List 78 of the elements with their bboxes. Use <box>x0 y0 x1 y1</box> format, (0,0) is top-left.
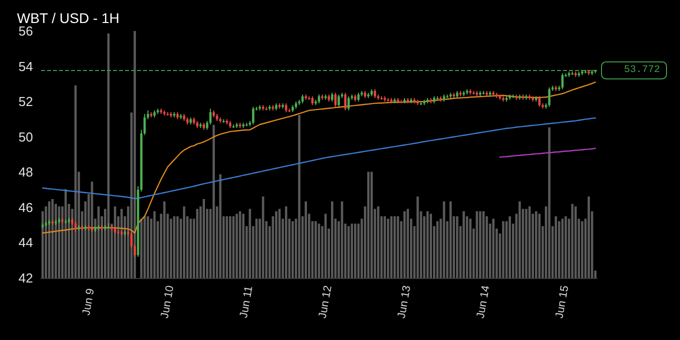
bar <box>390 216 393 278</box>
bar <box>534 211 538 278</box>
line-series <box>499 148 596 158</box>
bar <box>354 224 356 278</box>
bar <box>525 208 528 278</box>
candlestick <box>548 86 550 108</box>
bar <box>196 208 198 278</box>
bar <box>430 214 432 278</box>
y-tick-label: 54 <box>18 58 33 74</box>
bar <box>226 216 228 278</box>
bar <box>292 221 294 278</box>
bar <box>581 221 584 278</box>
bar <box>367 172 370 278</box>
bar <box>212 124 215 278</box>
bar <box>492 218 495 278</box>
y-tick-label: 42 <box>18 270 33 286</box>
bar <box>469 218 472 278</box>
y-tick-label: 48 <box>18 164 33 180</box>
bar <box>574 206 577 278</box>
bar <box>173 216 176 278</box>
x-tick-label: Jun 9 <box>80 288 97 316</box>
x-tick-label: Jun 13 <box>396 284 414 320</box>
y-tick-label: 46 <box>18 200 33 215</box>
bar <box>502 221 504 278</box>
y-tick-label: 50 <box>18 129 33 144</box>
line-series <box>42 117 596 200</box>
bar <box>564 216 567 278</box>
bar <box>377 206 380 278</box>
chart-title: WBT / USD - 1H <box>17 10 120 26</box>
x-tick-label: Jun 15 <box>554 284 572 320</box>
bar <box>548 127 550 278</box>
bar <box>554 216 558 278</box>
bar <box>163 201 166 278</box>
bar <box>456 216 458 278</box>
bar <box>347 226 350 278</box>
candlestick <box>344 92 346 111</box>
bar <box>284 206 288 278</box>
bar <box>202 198 206 278</box>
bar <box>370 172 373 278</box>
bar <box>236 214 238 278</box>
candlestick <box>338 94 340 108</box>
candlestick <box>347 96 350 111</box>
bar <box>518 201 521 278</box>
bar <box>416 196 419 278</box>
bar <box>298 114 300 278</box>
bar <box>229 216 232 278</box>
y-tick-label: 56 <box>18 24 33 38</box>
bar <box>190 218 192 278</box>
bar <box>571 204 574 278</box>
bar <box>331 201 334 278</box>
candlestick <box>252 106 254 126</box>
bar <box>64 189 67 278</box>
bar <box>394 216 396 278</box>
bar <box>219 174 222 278</box>
bar <box>479 211 482 278</box>
bar <box>120 208 123 278</box>
bar <box>462 211 465 278</box>
y-tick-label: 52 <box>18 94 33 110</box>
x-tick-label: Jun 14 <box>474 284 492 320</box>
x-tick-label: Jun 10 <box>158 284 176 320</box>
bar <box>48 201 50 278</box>
bar <box>350 224 354 278</box>
bar <box>304 201 307 278</box>
bar <box>275 211 278 278</box>
bar <box>143 216 146 278</box>
bar <box>134 31 136 278</box>
bar <box>508 216 511 278</box>
x-tick-label: Jun 12 <box>316 284 334 320</box>
bar <box>384 216 386 278</box>
line-series <box>42 82 596 234</box>
bar <box>242 214 244 278</box>
bar <box>406 208 409 278</box>
ref-line-label: 53.772 <box>624 64 660 76</box>
bar <box>182 206 186 278</box>
bar <box>314 221 317 278</box>
bar <box>588 196 590 278</box>
x-tick-label: Jun 11 <box>238 285 256 319</box>
y-tick-label: 44 <box>18 235 33 250</box>
